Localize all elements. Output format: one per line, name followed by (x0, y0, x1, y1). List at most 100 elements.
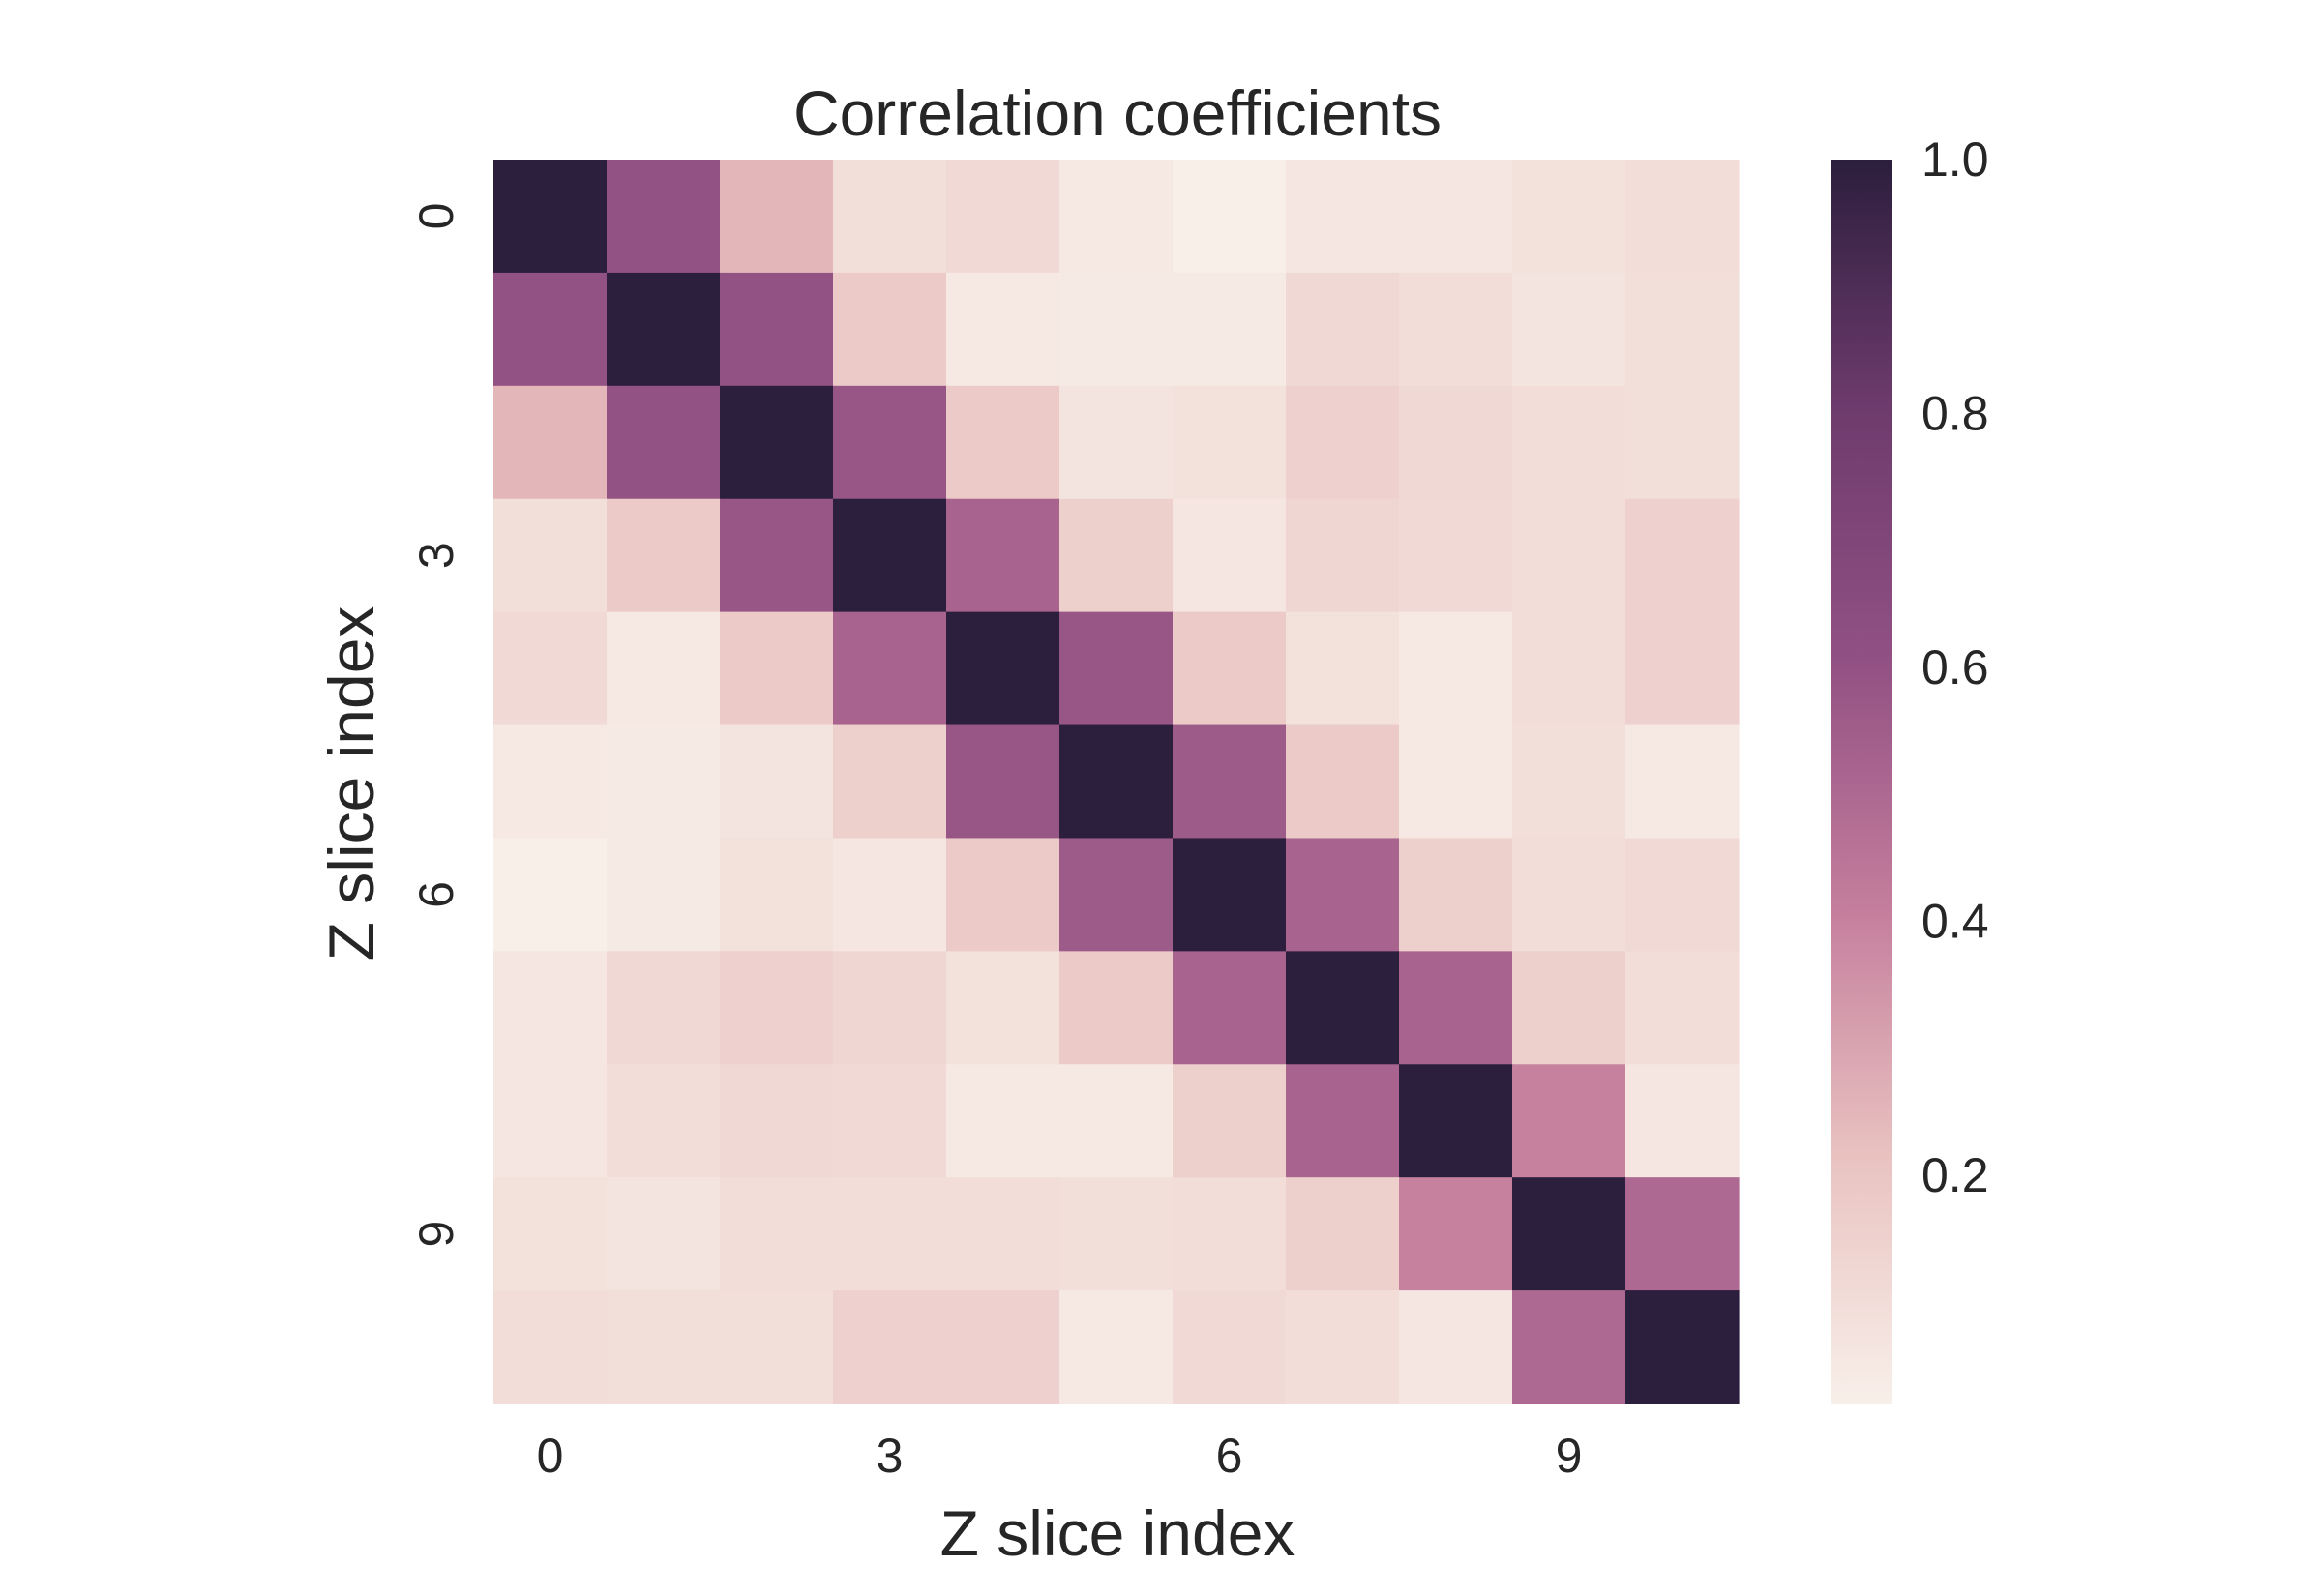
heatmap-cell (1512, 838, 1626, 952)
heatmap-cell (493, 611, 608, 726)
heatmap-cell (1399, 951, 1513, 1065)
heatmap-cell (1286, 611, 1400, 726)
heatmap-cell (720, 951, 834, 1065)
heatmap-cell (1625, 838, 1740, 952)
heatmap-cell (1059, 611, 1174, 726)
heatmap-cell (1059, 838, 1174, 952)
y-tick-label: 6 (409, 881, 463, 908)
heatmap-cell (1173, 385, 1287, 500)
heatmap-cell (833, 724, 947, 840)
heatmap-cell (1625, 1064, 1740, 1178)
heatmap-cell (1059, 272, 1174, 387)
colorbar-tick-label: 0.6 (1921, 640, 1989, 695)
heatmap-cell (1625, 611, 1740, 726)
heatmap-cell (1286, 1064, 1400, 1178)
heatmap-cell (607, 1064, 721, 1178)
heatmap-cell (720, 160, 834, 274)
heatmap-cell (720, 385, 834, 500)
heatmap-cell (493, 160, 608, 274)
y-axis-ticks: 0 3 6 9 (409, 203, 463, 1248)
y-axis-label: Z slice index (315, 606, 387, 961)
heatmap-cell (720, 1177, 834, 1291)
heatmap-cell (1286, 951, 1400, 1065)
heatmap-cell (1059, 1177, 1174, 1291)
heatmap-cell (1625, 272, 1740, 387)
heatmap-cell (833, 498, 947, 613)
heatmap-cell (1512, 724, 1626, 840)
heatmap-cell (607, 1177, 721, 1291)
heatmap-cell (1399, 1177, 1513, 1291)
heatmap-cell (1286, 1177, 1400, 1291)
heatmap-cell (946, 724, 1060, 840)
colorbar-tick-label: 0.2 (1921, 1148, 1989, 1202)
heatmap-cell (493, 272, 608, 387)
heatmap-cell (1059, 1290, 1174, 1404)
heatmap-cell (833, 385, 947, 500)
colorbar-tick-label: 1.0 (1921, 133, 1989, 187)
heatmap-cell (1625, 1177, 1740, 1291)
heatmap-cell (1512, 1177, 1626, 1291)
heatmap-cell (1625, 951, 1740, 1065)
heatmap-cell (1512, 1064, 1626, 1178)
heatmap-cell (1399, 272, 1513, 387)
heatmap-cell (1059, 951, 1174, 1065)
heatmap-cell (833, 611, 947, 726)
heatmap-cell (1399, 724, 1513, 840)
heatmap-cell (1173, 611, 1287, 726)
heatmap-cell (1059, 385, 1174, 500)
heatmap-cell (607, 272, 721, 387)
heatmap-cell (1286, 724, 1400, 840)
heatmap-cell (1625, 160, 1740, 274)
heatmap-cell (607, 838, 721, 952)
heatmap-cell (833, 951, 947, 1065)
heatmap-cell (493, 951, 608, 1065)
heatmap-cell (833, 272, 947, 387)
heatmap-cell (607, 724, 721, 840)
heatmap-cell (946, 160, 1060, 274)
colorbar-tick-label: 0.8 (1921, 386, 1989, 440)
y-tick-label: 9 (409, 1221, 463, 1248)
heatmap-cell (1399, 1290, 1513, 1404)
heatmap-cell (1399, 385, 1513, 500)
heatmap-grid (493, 160, 1740, 1404)
heatmap-cell (493, 498, 608, 613)
heatmap-cell (1059, 1064, 1174, 1178)
heatmap-cell (1512, 498, 1626, 613)
heatmap-cell (833, 1177, 947, 1291)
heatmap-cell (946, 611, 1060, 726)
colorbar-tick-label: 0.4 (1921, 894, 1989, 948)
heatmap-cell (946, 951, 1060, 1065)
heatmap-cell (1512, 385, 1626, 500)
heatmap-cell (1512, 160, 1626, 274)
heatmap-cell (1173, 724, 1287, 840)
x-axis-ticks: 0 3 6 9 (537, 1429, 1583, 1483)
heatmap-cell (1059, 724, 1174, 840)
heatmap-cell (1286, 838, 1400, 952)
heatmap-cell (1173, 272, 1287, 387)
heatmap-cell (1173, 951, 1287, 1065)
heatmap-cell (607, 160, 721, 274)
heatmap-cell (493, 838, 608, 952)
heatmap-cell (1173, 160, 1287, 274)
heatmap-cell (1173, 838, 1287, 952)
heatmap-cell (1286, 272, 1400, 387)
heatmap-cell (1512, 1290, 1626, 1404)
heatmap-cell (607, 1290, 721, 1404)
heatmap-cell (1286, 385, 1400, 500)
heatmap-cell (1059, 160, 1174, 274)
colorbar-ticks: 1.0 0.8 0.6 0.4 0.2 (1921, 133, 1989, 1202)
heatmap-cell (720, 724, 834, 840)
heatmap-cell (493, 724, 608, 840)
heatmap-cell (493, 1290, 608, 1404)
heatmap-cell (720, 1064, 834, 1178)
heatmap-cell (833, 1290, 947, 1404)
heatmap-cell (493, 1177, 608, 1291)
heatmap-cell (1399, 1064, 1513, 1178)
x-tick-label: 3 (877, 1429, 904, 1483)
heatmap-cell (1173, 498, 1287, 613)
heatmap-cell (1399, 160, 1513, 274)
heatmap-cell (1173, 1064, 1287, 1178)
heatmap-cell (946, 385, 1060, 500)
x-tick-label: 9 (1556, 1429, 1583, 1483)
